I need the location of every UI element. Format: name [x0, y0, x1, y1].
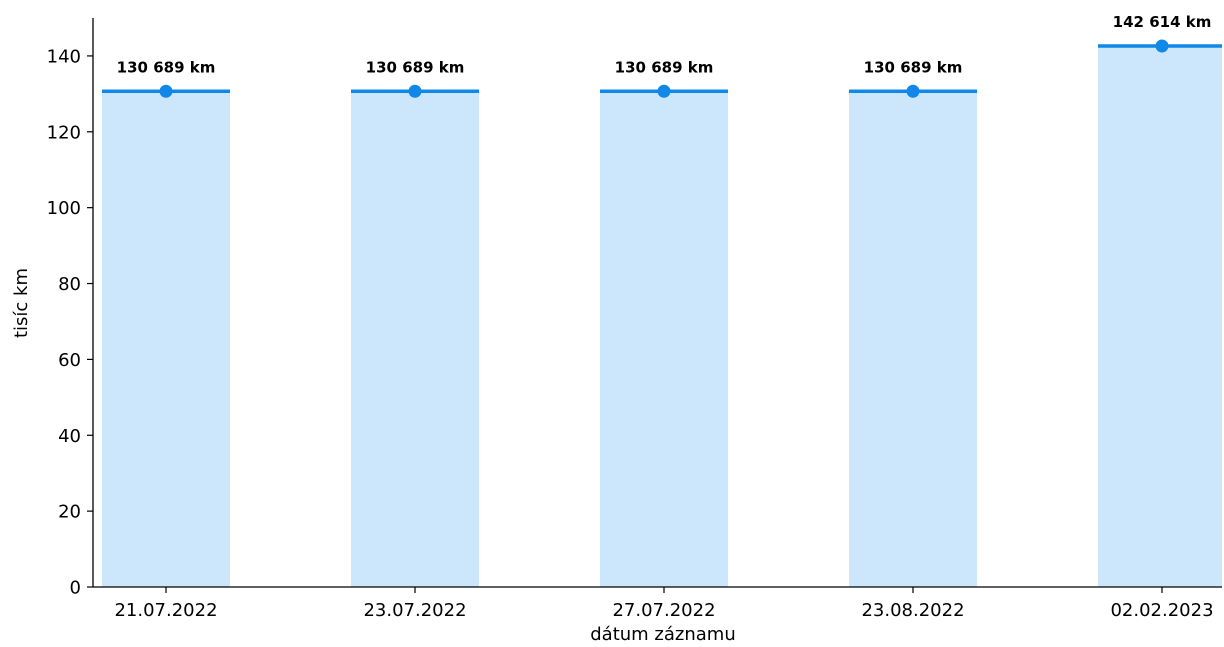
data-labels-group: 130 689 km 130 689 km 130 689 km 130 689 km… [117, 13, 1212, 76]
axes-group: 21.07.2022 23.07.2022 27.07.2022 23.08.2022… [47, 18, 1222, 621]
data-label: 130 689 km [864, 58, 963, 76]
data-label: 142 614 km [1113, 13, 1212, 31]
data-label: 130 689 km [366, 58, 465, 76]
y-tick-label: 120 [47, 122, 81, 143]
data-label: 130 689 km [615, 58, 714, 76]
bar [600, 91, 728, 588]
data-point [408, 84, 422, 98]
bars-group [102, 46, 1222, 588]
y-tick-label: 140 [47, 46, 81, 67]
bar [849, 91, 977, 588]
y-tick-label: 40 [58, 426, 81, 447]
x-axis-title: dátum záznamu [590, 624, 736, 645]
y-tick-label: 80 [58, 274, 81, 295]
data-point [159, 84, 173, 98]
bar [1098, 46, 1222, 587]
data-label: 130 689 km [117, 58, 216, 76]
bar [102, 91, 230, 588]
bar [351, 91, 479, 588]
x-tick-label: 02.02.2023 [1110, 600, 1213, 621]
x-tick-label: 23.07.2022 [363, 600, 466, 621]
y-tick-label: 100 [47, 198, 81, 219]
x-tick-label: 21.07.2022 [114, 600, 217, 621]
y-tick-label: 20 [58, 502, 81, 523]
y-tick-label: 60 [58, 350, 81, 371]
y-axis-title: tisíc km [11, 268, 32, 338]
marks-group [102, 39, 1222, 98]
x-tick-label: 23.08.2022 [861, 600, 964, 621]
data-point [1155, 39, 1169, 53]
x-tick-label: 27.07.2022 [612, 600, 715, 621]
data-point [906, 84, 920, 98]
y-tick-label: 0 [70, 578, 81, 599]
data-point [657, 84, 671, 98]
